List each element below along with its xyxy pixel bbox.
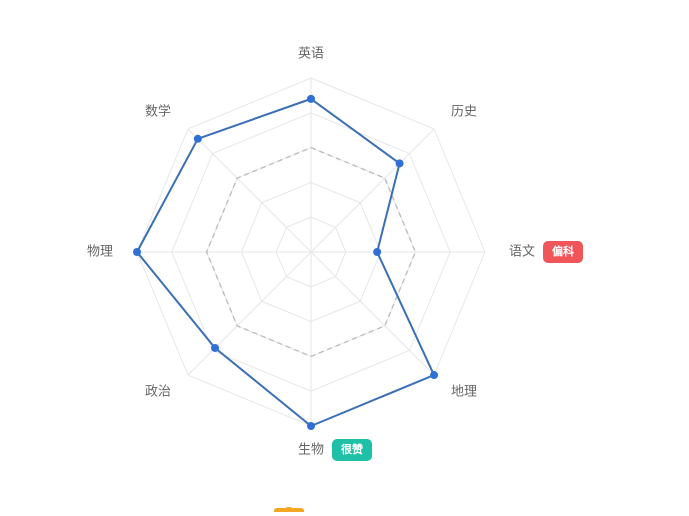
axis-line [187,251,312,376]
bottom-icon-bar [274,508,304,516]
badge-1: 很赞 [332,439,373,461]
data-point-1[interactable] [395,159,404,168]
indicator-label-7: 数学 [145,103,171,119]
reference-polygon [205,146,417,358]
axis-line [187,128,312,253]
indicator-label-4: 生物 [298,443,324,458]
bottom-icon-layer [274,507,304,516]
series-line [136,97,436,427]
bottom-icon[interactable] [274,507,304,516]
badge-text: 偏科 [552,244,574,258]
badge-text: 很赞 [340,442,363,456]
indicator-label-5: 政治 [145,385,171,400]
badge-0: 偏科 [543,241,584,263]
data-point-7[interactable] [193,134,202,143]
indicator-label-2: 语文 [509,245,535,260]
indicator-label-1: 历史 [451,104,477,119]
indicator-label-0: 英语 [298,47,324,62]
badge-background [332,439,373,461]
indicator-label-6: 物理 [87,245,113,260]
indicator-label-3: 地理 [451,385,477,400]
data-point-3[interactable] [430,371,439,380]
radar-axes [137,78,485,426]
axis-line [310,251,435,376]
axis-line [310,128,435,253]
data-point-5[interactable] [211,343,220,352]
series-layer [133,94,439,430]
data-point-6[interactable] [133,248,141,256]
data-point-4[interactable] [307,422,315,430]
badge-background [543,241,584,263]
data-point-0[interactable] [307,94,315,103]
data-point-2[interactable] [373,248,382,256]
reference-line [205,146,417,358]
